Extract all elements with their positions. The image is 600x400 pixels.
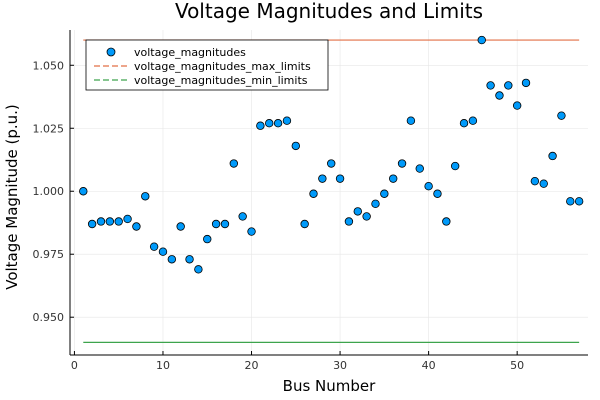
data-point <box>114 217 123 226</box>
legend-label: voltage_magnitudes <box>134 46 246 59</box>
data-point <box>406 116 416 125</box>
data-point <box>362 212 371 221</box>
data-point <box>123 214 132 224</box>
data-point <box>468 116 478 125</box>
data-point <box>566 197 575 206</box>
chart-title: Voltage Magnitudes and Limits <box>175 0 483 23</box>
data-point <box>397 159 407 168</box>
data-point <box>530 176 540 186</box>
series-layer <box>79 35 584 344</box>
data-point <box>300 219 309 229</box>
y-tick-label: 1.050 <box>33 59 65 72</box>
data-point <box>371 199 380 209</box>
data-point <box>87 219 97 229</box>
data-point <box>388 174 398 183</box>
data-point <box>211 219 221 229</box>
y-axis-label: Voltage Magnitude (p.u.) <box>3 104 21 290</box>
ticks: 0 10 20 30 40 50 0.950 0.975 1.000 1.025 1.050 <box>33 59 525 372</box>
data-point <box>149 242 159 251</box>
data-point <box>512 101 522 110</box>
data-point <box>486 81 495 90</box>
x-tick-label: 40 <box>422 359 436 372</box>
data-point <box>495 91 504 100</box>
data-point <box>557 111 566 120</box>
x-axis-label: Bus Number <box>283 377 376 395</box>
x-tick-label: 20 <box>245 359 259 372</box>
data-point <box>229 159 239 168</box>
data-point <box>265 119 274 128</box>
data-point <box>318 174 327 183</box>
data-point <box>415 164 424 173</box>
data-point <box>167 255 177 264</box>
data-point <box>353 207 362 216</box>
data-point <box>132 222 141 231</box>
data-point <box>459 119 469 128</box>
data-point <box>105 217 115 226</box>
data-point <box>203 234 212 244</box>
axes <box>69 30 588 356</box>
data-point <box>176 222 185 231</box>
data-point <box>282 116 292 125</box>
x-tick-label: 50 <box>510 359 524 372</box>
data-point <box>79 187 88 196</box>
data-point <box>141 192 150 201</box>
data-point <box>424 182 433 191</box>
x-tick-label: 0 <box>71 359 78 372</box>
data-point <box>273 119 283 128</box>
data-point <box>504 81 513 90</box>
data-point <box>450 161 460 171</box>
data-point <box>185 255 194 264</box>
data-point <box>256 121 265 130</box>
data-point <box>238 212 247 221</box>
legend-marker <box>106 47 116 57</box>
data-point <box>158 247 168 256</box>
data-point <box>335 174 345 183</box>
data-point <box>521 78 531 88</box>
legend-box <box>85 39 329 91</box>
y-tick-label: 1.025 <box>33 122 65 135</box>
data-point <box>291 141 300 151</box>
y-tick-label: 1.000 <box>33 185 65 198</box>
data-point <box>96 217 106 226</box>
data-point <box>344 217 354 226</box>
legend-label: voltage_magnitudes_max_limits <box>134 60 311 73</box>
y-tick-label: 0.950 <box>33 311 65 324</box>
data-point <box>327 159 336 168</box>
data-point <box>442 217 451 226</box>
data-point <box>477 35 486 45</box>
data-point <box>574 197 584 206</box>
data-point <box>309 189 318 198</box>
x-tick-label: 10 <box>156 359 170 372</box>
data-point <box>548 151 557 161</box>
y-tick-label: 0.975 <box>33 248 65 261</box>
data-point <box>220 219 230 229</box>
data-point <box>247 227 256 236</box>
legend-label: voltage_magnitudes_min_limits <box>134 74 308 87</box>
x-tick-label: 30 <box>333 359 347 372</box>
data-point <box>380 189 389 198</box>
data-point <box>194 265 203 274</box>
legend: voltage_magnitudesvoltage_magnitudes_max… <box>85 39 329 91</box>
data-point <box>433 189 442 198</box>
data-point <box>539 179 548 188</box>
